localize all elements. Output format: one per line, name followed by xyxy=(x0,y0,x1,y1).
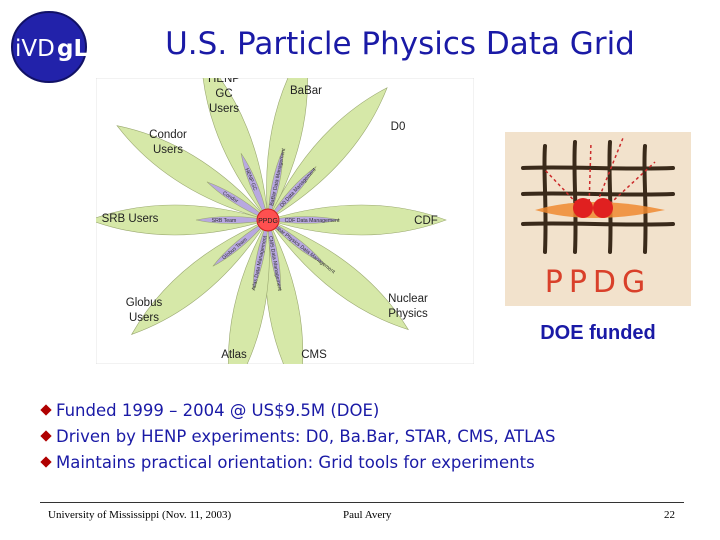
ppdg-collaboration-diagram: HENP GC Users BaBar D0 CDF Nuclear Physics CMS At… xyxy=(96,78,474,364)
ppdg-logo-text: PPDG xyxy=(545,265,652,300)
logo-text-left: iVD xyxy=(15,36,55,62)
outer-node-label: CMS xyxy=(301,349,327,361)
bullet-item: Maintains practical orientation: Grid to… xyxy=(40,450,555,476)
footer-page-number: 22 xyxy=(664,509,675,521)
ivdgl-logo: iVD gL xyxy=(11,11,88,83)
spoke-petal xyxy=(267,219,281,292)
spoke-petal xyxy=(240,153,269,221)
footer-divider xyxy=(40,502,684,503)
slide-title: U.S. Particle Physics Data Grid xyxy=(165,26,635,62)
ppdg-center-node xyxy=(256,208,280,232)
ppdg-logo: PPDG xyxy=(505,132,691,306)
bullet-item: Funded 1999 – 2004 @ US$9.5M (DOE) xyxy=(40,398,555,424)
spoke-petal xyxy=(267,166,317,221)
spoke-petal xyxy=(212,219,269,267)
logo-text-right: gL xyxy=(57,36,88,62)
bullet-list: Funded 1999 – 2004 @ US$9.5M (DOE) Drive… xyxy=(40,398,555,476)
spoke-petal xyxy=(195,216,269,224)
outer-node-label: SRB Users xyxy=(102,213,159,225)
spoke-petal xyxy=(267,216,341,224)
outer-node-label: Atlas xyxy=(221,349,247,361)
outer-petal xyxy=(96,204,270,236)
spoke-petal xyxy=(206,181,269,221)
outer-node-label: HENP GC Users xyxy=(208,78,240,115)
diamond-bullet-icon xyxy=(40,430,52,442)
outer-node-label: Nuclear Physics xyxy=(388,293,428,320)
bullet-item: Driven by HENP experiments: D0, Ba.Bar, … xyxy=(40,424,555,450)
spoke-petal xyxy=(252,219,269,291)
spoke-label: CDF Data Management xyxy=(285,218,340,224)
outer-node-label: BaBar xyxy=(290,85,322,97)
diamond-bullet-icon xyxy=(40,456,52,468)
outer-node-label: CDF xyxy=(414,215,438,227)
doe-funded-label: DOE funded xyxy=(540,322,656,344)
footer-venue: University of Mississippi (Nov. 11, 2003… xyxy=(48,509,232,521)
outer-node-label: D0 xyxy=(391,121,406,133)
spoke-label: SRB Team xyxy=(212,218,237,224)
spoke-petal xyxy=(267,219,325,265)
outer-node-label: Globus Users xyxy=(126,297,163,324)
outer-node-label: Condor Users xyxy=(149,129,187,156)
ppdg-center-label: PPDG xyxy=(258,218,278,225)
diamond-bullet-icon xyxy=(40,404,52,416)
spoke-petal xyxy=(267,149,284,221)
footer-author: Paul Avery xyxy=(343,509,392,521)
outer-petal xyxy=(266,204,447,236)
